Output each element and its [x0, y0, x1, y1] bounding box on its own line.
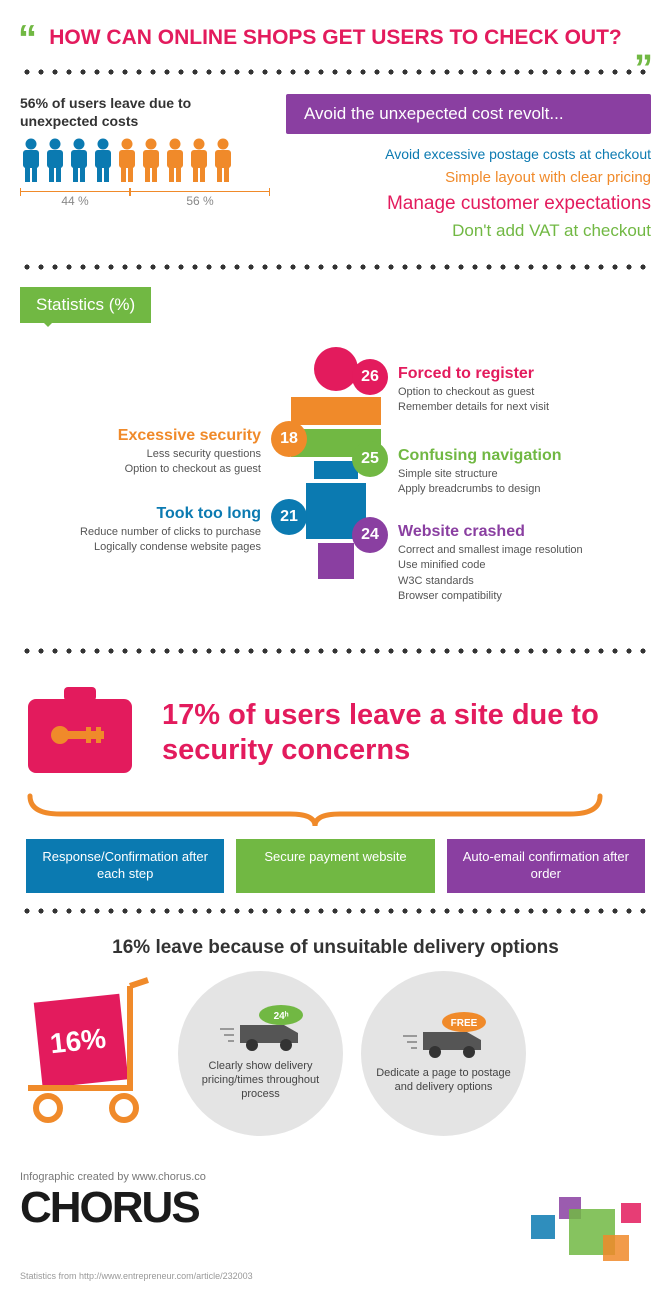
briefcase-icon [20, 681, 140, 786]
segment-orange: 56 % [130, 191, 270, 208]
delivery-title: 16% leave because of unsuitable delivery… [20, 937, 651, 959]
person-icon [116, 138, 138, 189]
stat-subtext: Reduce number of clicks to purchaseLogic… [31, 525, 261, 556]
person-icon [140, 138, 162, 189]
people-row [20, 138, 270, 189]
person-icon [20, 138, 42, 189]
tip-line: Avoid excessive postage costs at checkou… [286, 144, 651, 166]
tip-line: Simple layout with clear pricing [286, 166, 651, 189]
security-headline: 17% of users leave a site due to securit… [162, 698, 651, 768]
stat-circle: 18 [271, 421, 307, 457]
stat-item: 18Excessive securityLess security questi… [31, 427, 261, 478]
stat-item: 26Forced to registerOption to checkout a… [398, 365, 628, 416]
stat-circle: 25 [352, 441, 388, 477]
section-unexpected-costs: 56% of users leave due to unexpected cos… [0, 86, 671, 253]
stat-title: Confusing navigation [398, 447, 628, 465]
security-box: Response/Confirmation after each step [26, 839, 224, 893]
stat-title: Website crashed [398, 523, 628, 541]
stat-item: 25Confusing navigationSimple site struct… [398, 447, 628, 498]
person-icon [92, 138, 114, 189]
divider [20, 907, 651, 915]
stat-circle: 26 [352, 359, 388, 395]
section-security: 17% of users leave a site due to securit… [0, 665, 671, 897]
divider [20, 263, 651, 271]
tip-line: Don't add VAT at checkout [286, 218, 651, 244]
security-box: Secure payment website [236, 839, 434, 893]
tips-list: Avoid excessive postage costs at checkou… [286, 144, 651, 245]
stat-item: 21Took too longReduce number of clicks t… [31, 505, 261, 556]
section-delivery: 16% leave because of unsuitable delivery… [0, 925, 671, 1148]
person-icon [212, 138, 234, 189]
purple-callout: Avoid the unxepected cost revolt... [286, 94, 651, 134]
stat-subtext: Correct and smallest image resolutionUse… [398, 543, 628, 605]
person-icon [68, 138, 90, 189]
statistics-badge: Statistics (%) [20, 287, 151, 323]
quote-open-icon: “ [18, 18, 37, 61]
brace-icon [20, 792, 610, 828]
svg-text:16%: 16% [48, 1022, 107, 1059]
divider [20, 68, 651, 76]
delivery-circle: FREEDedicate a page to postage and deliv… [361, 971, 526, 1136]
stat-subtext: Option to checkout as guestRemember deta… [398, 385, 628, 416]
stat-subtext: Less security questionsOption to checkou… [31, 447, 261, 478]
stat-circle: 21 [271, 499, 307, 535]
quote-close-icon: ” [634, 48, 653, 91]
delivery-circle: 24ʰClearly show delivery pricing/times t… [178, 971, 343, 1136]
stat-subtext: Simple site structureApply breadcrumbs t… [398, 467, 628, 498]
person-icon [164, 138, 186, 189]
person-icon [188, 138, 210, 189]
svg-text:FREE: FREE [450, 1018, 477, 1029]
tip-line: Manage customer expectations [286, 189, 651, 218]
stat-title: Forced to register [398, 365, 628, 383]
stat-title: Excessive security [31, 427, 261, 445]
delivery-circles: 24ʰClearly show delivery pricing/times t… [178, 971, 526, 1136]
security-boxes: Response/Confirmation after each stepSec… [20, 839, 651, 893]
svg-text:24ʰ: 24ʰ [273, 1011, 288, 1022]
footer-source: Statistics from http://www.entrepreneur.… [20, 1271, 651, 1281]
sec1-headline: 56% of users leave due to unexpected cos… [20, 94, 270, 130]
stat-title: Took too long [31, 505, 261, 523]
trolley-icon: 16% [20, 976, 160, 1131]
divider [20, 647, 651, 655]
security-box: Auto-email confirmation after order [447, 839, 645, 893]
stat-circle: 24 [352, 517, 388, 553]
footer-squares-icon [531, 1185, 651, 1265]
person-icon [44, 138, 66, 189]
percentage-bar: 44 % 56 % [20, 191, 270, 208]
footer-credit: Infographic created by www.chorus.co [20, 1171, 651, 1183]
section-statistics: 26 Forced to register Option to checkout a… [0, 327, 671, 637]
footer: Infographic created by www.chorus.co CHO… [0, 1163, 671, 1289]
stat-item: 24Website crashedCorrect and smallest im… [398, 523, 628, 605]
segment-blue: 44 % [20, 191, 130, 208]
page-title: HOW CAN ONLINE SHOPS GET USERS TO CHECK … [0, 0, 671, 58]
